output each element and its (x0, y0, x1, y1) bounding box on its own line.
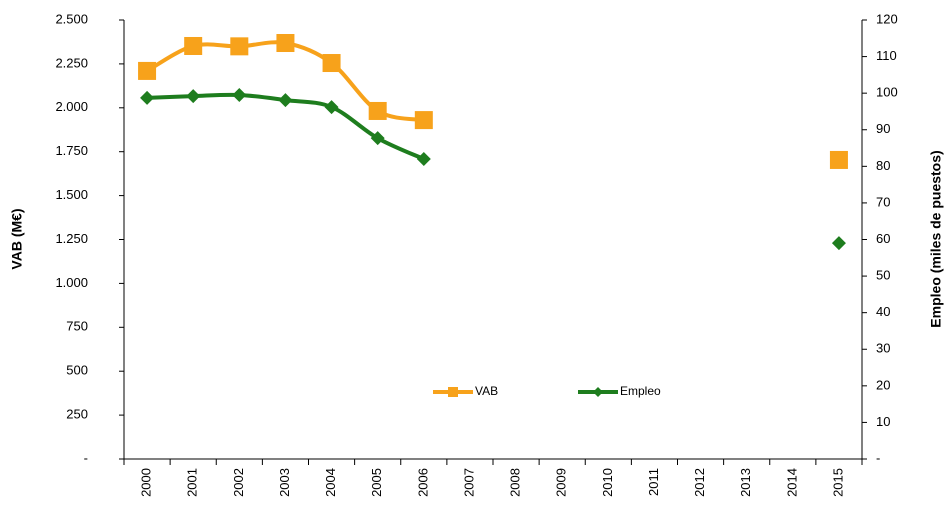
marker (232, 87, 247, 102)
y2-tick-label: 110 (876, 48, 897, 63)
marker (140, 90, 155, 105)
marker (322, 54, 341, 73)
series-line (147, 42, 839, 160)
y-tick-label: 750 (66, 319, 88, 334)
y2-tick-label: 70 (876, 194, 890, 209)
y2-tick-label: 100 (876, 85, 898, 100)
x-tick-label: 2006 (415, 468, 430, 497)
x-tick-label: 2004 (323, 468, 338, 497)
marker (230, 37, 249, 56)
x-tick-label: 2003 (277, 468, 292, 497)
legend-marker (448, 387, 458, 397)
legend-marker (593, 387, 603, 397)
y2-tick-label: 20 (876, 377, 890, 392)
y2-tick-label: 40 (876, 304, 890, 319)
marker (276, 34, 295, 53)
y-tick-label: 1.750 (55, 143, 88, 158)
y2-tick-label: 90 (876, 121, 890, 136)
legend-label: VAB (475, 384, 498, 398)
y2-tick-label: 120 (876, 11, 898, 26)
marker (184, 36, 203, 55)
marker (278, 93, 293, 108)
legend-item: VAB (433, 384, 498, 398)
x-tick-label: 2010 (600, 468, 615, 497)
y-tick-label: 2.250 (55, 55, 88, 70)
x-tick-label: 2009 (554, 468, 569, 497)
y-axis-title: VAB (M€) (9, 208, 25, 269)
marker (831, 236, 846, 251)
x-tick-label: 2011 (646, 468, 661, 496)
series-line (147, 95, 839, 243)
marker (368, 101, 387, 120)
y-tick-label: 250 (66, 407, 88, 422)
x-tick-label: 2002 (231, 468, 246, 497)
marker (829, 150, 848, 169)
x-tick-label: 2012 (692, 468, 707, 497)
y-tick-label: 1.250 (55, 231, 88, 246)
y-tick-label: 1.500 (55, 187, 88, 202)
y-tick-label: - (84, 450, 88, 465)
x-tick-label: 2007 (461, 468, 476, 497)
legend-item: Empleo (578, 384, 661, 398)
x-tick-label: 2015 (830, 468, 845, 497)
x-tick-label: 2008 (508, 468, 523, 497)
marker (138, 61, 157, 80)
marker (414, 111, 433, 130)
y-tick-label: 1.000 (55, 275, 88, 290)
y2-tick-label: 60 (876, 231, 890, 246)
y2-tick-label: - (876, 450, 880, 465)
marker (186, 89, 201, 104)
y-tick-label: 500 (66, 363, 88, 378)
legend-label: Empleo (620, 384, 661, 398)
marker (416, 152, 431, 167)
y2-axis-title: Empleo (miles de puestos) (928, 150, 944, 327)
x-tick-label: 2014 (784, 468, 799, 497)
x-tick-label: 2005 (369, 468, 384, 497)
y2-tick-label: 80 (876, 158, 890, 173)
marker (324, 100, 339, 115)
y-tick-label: 2.500 (55, 11, 88, 26)
y2-tick-label: 10 (876, 414, 890, 429)
marker (370, 131, 385, 146)
x-tick-label: 2001 (185, 468, 200, 497)
x-tick-label: 2013 (738, 468, 753, 497)
y-tick-label: 2.000 (55, 99, 88, 114)
x-tick-label: 2000 (139, 468, 154, 497)
y2-tick-label: 30 (876, 341, 890, 356)
y2-tick-label: 50 (876, 268, 890, 283)
